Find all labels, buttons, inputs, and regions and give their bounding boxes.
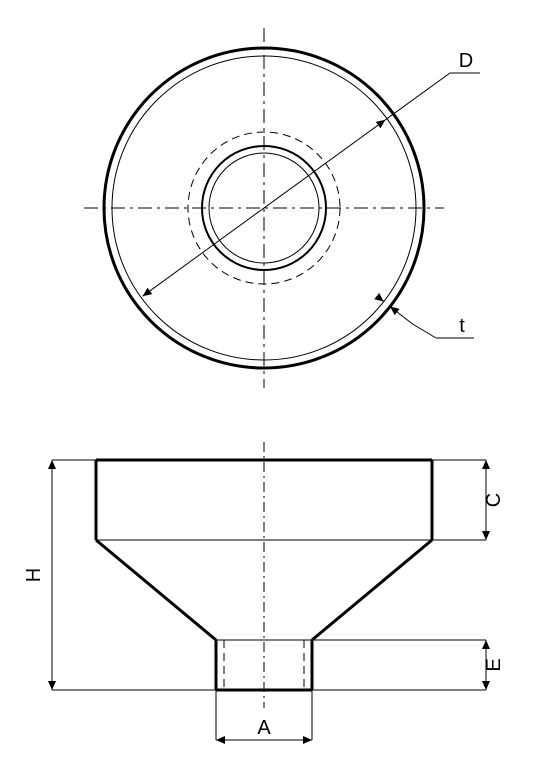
dim-label-H: H: [23, 568, 45, 582]
dim-label-C: C: [483, 493, 505, 507]
dim-label-E: E: [483, 658, 505, 671]
dim-label-A: A: [257, 717, 271, 739]
dim-label-D: D: [459, 50, 473, 72]
dim-label-t: t: [459, 315, 465, 337]
